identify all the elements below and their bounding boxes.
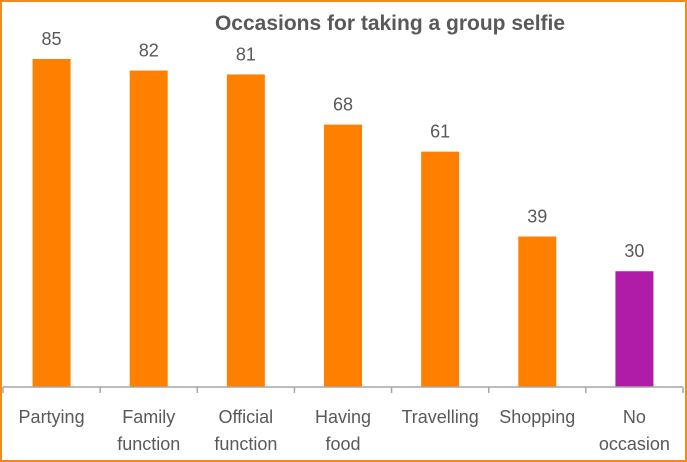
chart-title: Occasions for taking a group selfie xyxy=(215,12,565,35)
bar xyxy=(129,70,168,387)
data-label: 61 xyxy=(430,122,450,142)
bar xyxy=(324,124,362,387)
bar xyxy=(421,151,460,387)
x-tick-label: Travelling xyxy=(401,407,478,427)
data-label: 85 xyxy=(42,29,62,49)
data-label: 30 xyxy=(624,241,644,261)
x-tick-label: No xyxy=(623,407,646,427)
x-tick-label: Partying xyxy=(19,407,85,427)
x-tick-label: Having xyxy=(315,407,371,427)
data-label: 81 xyxy=(236,44,256,64)
data-label: 39 xyxy=(527,207,547,227)
x-tick-label: Official xyxy=(219,407,274,427)
x-tick-label: function xyxy=(214,434,277,454)
x-tick-label: Shopping xyxy=(499,407,575,427)
x-tick-label: food xyxy=(325,434,360,454)
bar xyxy=(226,74,265,387)
x-tick-label: occasion xyxy=(599,434,670,454)
bar xyxy=(32,59,71,387)
data-label: 82 xyxy=(139,41,159,61)
bar xyxy=(615,271,654,387)
bar xyxy=(518,236,557,387)
data-label: 68 xyxy=(333,95,353,115)
x-tick-label: Family xyxy=(122,407,175,427)
x-tick-label: function xyxy=(117,434,180,454)
